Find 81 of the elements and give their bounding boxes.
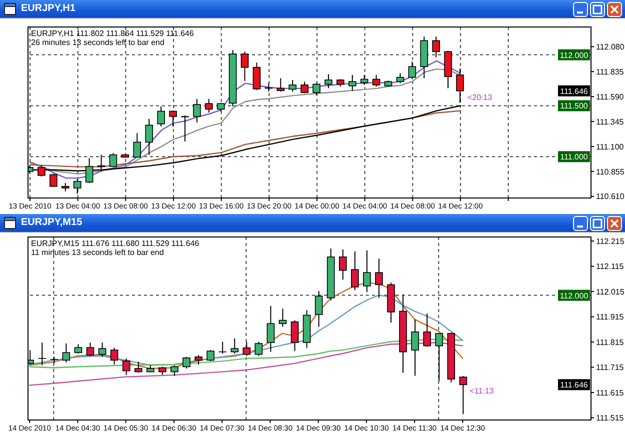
candlestick: [73, 178, 82, 194]
candlestick: [133, 132, 142, 158]
candlestick: [193, 98, 201, 124]
candlestick: [169, 110, 177, 128]
y-tick-label: 111.915: [596, 312, 624, 322]
y-tick-label: 110.855: [596, 167, 625, 176]
annotation: <11:13: [470, 386, 494, 396]
candlestick: [459, 376, 468, 415]
annotation: 26 minutes 13 seconds left to bar end: [31, 38, 164, 47]
ref-line-label: 112.000: [560, 291, 589, 300]
candlestick: [423, 312, 431, 348]
ref-line-label: 111.000: [560, 152, 588, 162]
y-tick-label: 112.080: [596, 42, 625, 52]
candlestick: [170, 364, 178, 376]
candlestick: [288, 79, 296, 92]
candlestick: [254, 341, 263, 356]
y-tick-label: 111.815: [596, 338, 624, 347]
candlestick: [182, 356, 190, 370]
candlestick: [38, 342, 46, 366]
y-tick-label: 111.715: [596, 363, 624, 372]
candlestick: [110, 347, 118, 365]
candlestick: [266, 305, 275, 352]
annotation: 11 minutes 13 seconds left to bar end: [31, 248, 164, 257]
candlestick: [157, 106, 165, 128]
candlestick: [372, 74, 380, 88]
candlestick: [312, 82, 320, 96]
candlestick: [242, 341, 251, 356]
ref-line-label: 112.000: [560, 50, 589, 60]
candlestick: [134, 361, 142, 374]
y-tick-label: 112.015: [596, 287, 625, 296]
y-tick-label: 111.515: [596, 414, 624, 423]
candlestick: [338, 248, 347, 280]
chart-subtitle: EURJPY,H1 111.802 111.864 111.529 111.646: [31, 29, 194, 38]
candlestick: [314, 290, 323, 328]
chart-subtitle: EURJPY,M15 111.676 111.680 111.529 111.646: [31, 239, 200, 248]
y-tick-label: 111.345: [596, 117, 624, 126]
candlestick: [240, 51, 249, 82]
candlestick: [204, 98, 213, 114]
candlestick: [109, 152, 118, 167]
candlestick: [435, 332, 444, 382]
candlestick: [122, 358, 130, 376]
candlestick: [278, 308, 287, 328]
candlestick: [74, 344, 82, 354]
candlestick: [252, 62, 261, 90]
y-tick-label: 111.100: [596, 142, 624, 152]
annotation: <20:13: [467, 92, 493, 102]
candlestick: [408, 61, 416, 80]
candlestick: [396, 72, 404, 84]
y-tick-label: 112.115: [596, 262, 624, 272]
candlestick: [62, 343, 70, 363]
candlestick: [264, 82, 273, 92]
candlestick: [230, 338, 238, 354]
y-tick-label: 111.590: [596, 92, 624, 102]
candlestick: [456, 68, 464, 104]
annotation: 111.646: [560, 380, 588, 390]
y-tick-label: 112.215: [596, 236, 625, 246]
candlestick: [375, 258, 383, 298]
chart-title: EURJPY,H1: [21, 3, 76, 15]
candlestick: [276, 78, 285, 92]
ref-line-label: 111.500: [560, 102, 588, 111]
annotation: 111.646: [560, 86, 588, 96]
y-tick-label: 111.615: [596, 388, 624, 398]
candlestick: [181, 115, 189, 142]
candlestick: [86, 342, 94, 356]
candlestick: [290, 320, 299, 352]
candlestick: [194, 354, 202, 365]
candlestick: [50, 173, 58, 187]
candlestick: [218, 341, 226, 354]
candlestick: [363, 250, 371, 293]
candlestick: [206, 350, 214, 362]
candlestick: [145, 118, 153, 156]
candlestick: [324, 74, 332, 89]
candlestick: [348, 74, 356, 92]
chart-title: EURJPY,M15: [21, 217, 82, 229]
candlestick: [98, 342, 106, 358]
candlestick: [411, 319, 419, 376]
candlestick: [432, 36, 440, 58]
candlestick: [360, 74, 368, 86]
candlestick: [350, 250, 359, 291]
y-tick-label: 110.610: [596, 192, 625, 202]
y-tick-label: 111.835: [596, 67, 624, 76]
